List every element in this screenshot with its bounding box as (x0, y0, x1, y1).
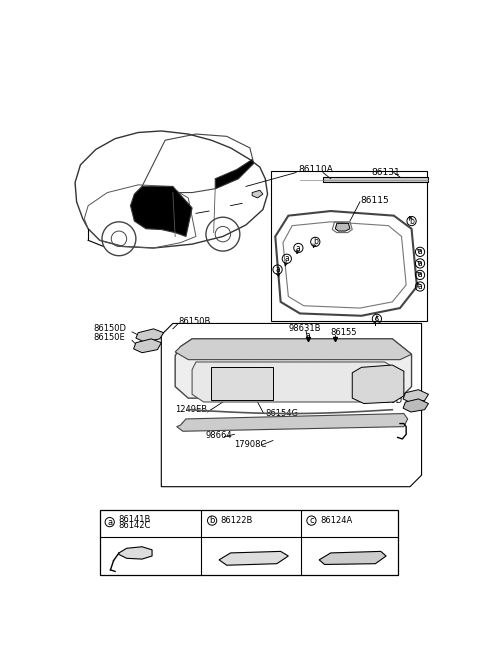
Polygon shape (352, 365, 404, 403)
Text: H0470R: H0470R (180, 422, 214, 431)
Polygon shape (215, 159, 254, 189)
Text: c: c (309, 516, 314, 525)
Text: 86124A: 86124A (320, 516, 352, 525)
Text: 86155: 86155 (331, 328, 357, 337)
Text: 86122B: 86122B (221, 516, 253, 525)
Text: a: a (305, 331, 310, 341)
Polygon shape (219, 552, 288, 565)
Bar (211, 367, 273, 400)
Text: 17908C: 17908C (234, 440, 267, 449)
Polygon shape (136, 329, 164, 342)
Text: a: a (285, 254, 289, 263)
Text: a: a (275, 265, 280, 274)
Polygon shape (323, 177, 428, 182)
Text: 98631B: 98631B (288, 324, 321, 333)
Text: 86154G: 86154G (265, 409, 298, 418)
Text: a: a (296, 244, 301, 252)
Polygon shape (177, 413, 408, 431)
Text: 86142C: 86142C (118, 521, 151, 531)
Text: 86110A: 86110A (299, 165, 333, 174)
Text: a: a (418, 271, 422, 280)
Text: 86150B: 86150B (178, 316, 211, 326)
Text: 86150D: 86150D (94, 324, 127, 333)
Text: 86141B: 86141B (118, 515, 151, 523)
Text: 17908A: 17908A (265, 417, 298, 426)
Polygon shape (336, 223, 350, 231)
Text: a: a (107, 517, 112, 527)
Polygon shape (403, 399, 429, 412)
Polygon shape (175, 339, 411, 360)
Text: 86160C: 86160C (369, 386, 402, 395)
Text: b: b (313, 237, 318, 246)
Bar (271, 171, 427, 321)
Text: a: a (418, 282, 422, 291)
Polygon shape (175, 339, 411, 398)
Text: 86160D: 86160D (369, 396, 402, 405)
Text: c: c (375, 314, 379, 324)
Text: 1249EB: 1249EB (175, 405, 207, 414)
Text: b: b (209, 516, 215, 525)
Polygon shape (319, 552, 386, 565)
Polygon shape (252, 190, 263, 198)
Polygon shape (119, 547, 152, 559)
Bar (100, 510, 398, 575)
Text: 86150E: 86150E (94, 333, 125, 342)
Polygon shape (133, 339, 161, 353)
Text: a: a (418, 259, 422, 268)
Text: b: b (409, 217, 414, 225)
Polygon shape (192, 362, 400, 402)
Text: 98664: 98664 (206, 432, 233, 440)
Text: a: a (418, 248, 422, 256)
Text: 86115: 86115 (360, 196, 389, 205)
Polygon shape (403, 390, 429, 403)
Polygon shape (131, 187, 192, 236)
Text: 86131: 86131 (372, 168, 400, 177)
